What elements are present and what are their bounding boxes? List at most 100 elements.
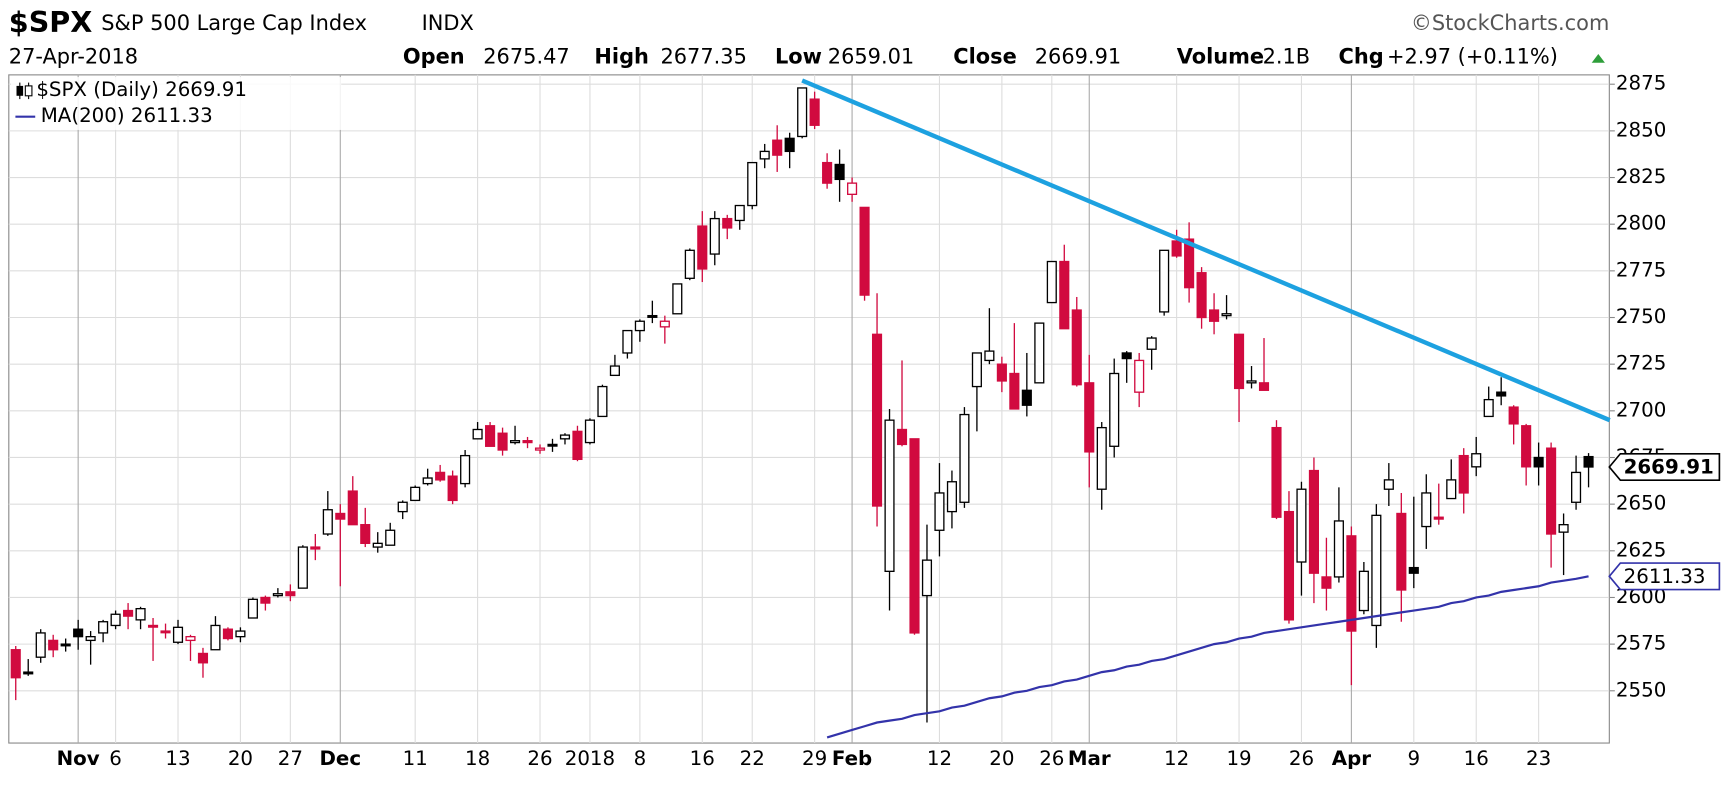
- candle-body: [1246, 380, 1257, 384]
- y-tick-label: 2625: [1616, 538, 1666, 561]
- candle-body: [422, 477, 433, 485]
- open-value: 2675.47: [483, 44, 569, 68]
- candle-body: [1109, 372, 1120, 447]
- legend-price: $SPX (Daily) 2669.91: [36, 78, 247, 101]
- x-tick-label: 18: [465, 747, 490, 770]
- candle-body: [60, 643, 71, 647]
- candle-body: [559, 434, 571, 440]
- candle-body: [347, 490, 358, 526]
- candle-body: [959, 413, 970, 503]
- x-tick-label: Mar: [1068, 747, 1111, 770]
- trendline: [801, 78, 1611, 423]
- chg-arrow: [1591, 53, 1605, 63]
- candle-body: [297, 546, 308, 589]
- low-value: 2659.01: [828, 44, 914, 68]
- low-label: Low: [775, 44, 822, 68]
- candle-body: [1009, 372, 1020, 410]
- candle-body: [847, 182, 858, 195]
- candle-body: [797, 87, 808, 138]
- x-tick-label: 9: [1407, 747, 1420, 770]
- x-tick-label: Feb: [832, 747, 872, 770]
- candle-body: [822, 161, 833, 184]
- brand: ©StockCharts.com: [1411, 11, 1609, 35]
- candle-body: [1084, 382, 1095, 453]
- x-tick-label: 23: [1526, 747, 1551, 770]
- candle-body: [310, 546, 321, 550]
- candle-body: [1233, 333, 1245, 390]
- volume-label: Volume: [1177, 44, 1264, 68]
- ma-line: [826, 575, 1589, 739]
- legend-price-icon: [16, 82, 33, 100]
- candle-body: [10, 649, 21, 679]
- candle-body: [834, 163, 845, 181]
- candle-body: [435, 471, 446, 481]
- candle-body: [1209, 309, 1220, 322]
- candle-body: [1034, 322, 1045, 384]
- volume-value: 2.1B: [1263, 44, 1311, 68]
- candle-body: [534, 447, 546, 451]
- candle-body: [759, 150, 770, 160]
- legend-ma: MA(200) 2611.33: [41, 104, 213, 127]
- x-tick-label: Dec: [319, 747, 361, 770]
- candle-body: [1021, 389, 1032, 406]
- candle-body: [1421, 492, 1432, 528]
- x-tick-label: 26: [1039, 747, 1064, 770]
- x-tick-label: 12: [927, 747, 952, 770]
- candle-body: [622, 329, 633, 354]
- exchange: INDX: [422, 11, 474, 35]
- candle-body: [1583, 455, 1594, 468]
- candle-body: [672, 283, 683, 315]
- y-tick-label: 2800: [1616, 212, 1666, 235]
- x-tick-label: Nov: [57, 747, 100, 770]
- candle-body: [697, 225, 708, 270]
- x-tick-label: 8: [634, 747, 647, 770]
- candle-body: [709, 217, 720, 255]
- y-tick-label: 2725: [1616, 352, 1666, 375]
- candle-body: [734, 204, 745, 222]
- candle-body: [1471, 453, 1482, 468]
- candle-body: [73, 628, 84, 638]
- candle-body: [984, 350, 995, 362]
- candle-body: [1321, 576, 1332, 589]
- candle-body: [1121, 352, 1132, 360]
- x-tick-label: 11: [403, 747, 428, 770]
- y-tick-label: 2875: [1616, 72, 1666, 95]
- price-tag-label: 2669.91: [1624, 456, 1714, 479]
- x-tick-label: 26: [1289, 747, 1314, 770]
- candle-body: [110, 613, 121, 627]
- y-tick-label: 2600: [1616, 585, 1666, 608]
- candle-body: [285, 591, 296, 597]
- candle-body: [1283, 510, 1295, 621]
- candle-body: [509, 440, 521, 444]
- candle-body: [896, 428, 908, 446]
- candle-body: [372, 542, 383, 548]
- candle-body: [497, 432, 508, 451]
- candle-body: [547, 443, 558, 447]
- y-tick-label: 2650: [1616, 492, 1666, 515]
- price-tag: [1608, 452, 1721, 482]
- candle-body: [1521, 425, 1532, 468]
- y-tick-label: 2775: [1616, 258, 1666, 281]
- index-name: S&P 500 Large Cap Index: [101, 11, 367, 35]
- candle-body: [609, 365, 620, 377]
- candle-body: [647, 314, 658, 318]
- candle-body: [197, 652, 209, 664]
- candle-body: [934, 492, 945, 531]
- candle-body: [1184, 238, 1195, 289]
- candle-body: [397, 501, 408, 513]
- candle-body: [1333, 520, 1344, 578]
- candle-body: [35, 632, 46, 658]
- high-label: High: [594, 44, 649, 68]
- candle-body: [210, 624, 221, 651]
- candle-body: [1358, 570, 1369, 612]
- candle-body: [1383, 479, 1394, 490]
- candle-body: [884, 419, 895, 572]
- candle-body: [971, 352, 982, 388]
- candle-body: [522, 440, 533, 444]
- candle-body: [1221, 313, 1232, 317]
- candle-body: [160, 630, 171, 634]
- candle-body: [772, 139, 783, 156]
- candle-body: [921, 559, 933, 597]
- x-tick-label: 19: [1226, 747, 1251, 770]
- x-tick-label: 6: [109, 747, 122, 770]
